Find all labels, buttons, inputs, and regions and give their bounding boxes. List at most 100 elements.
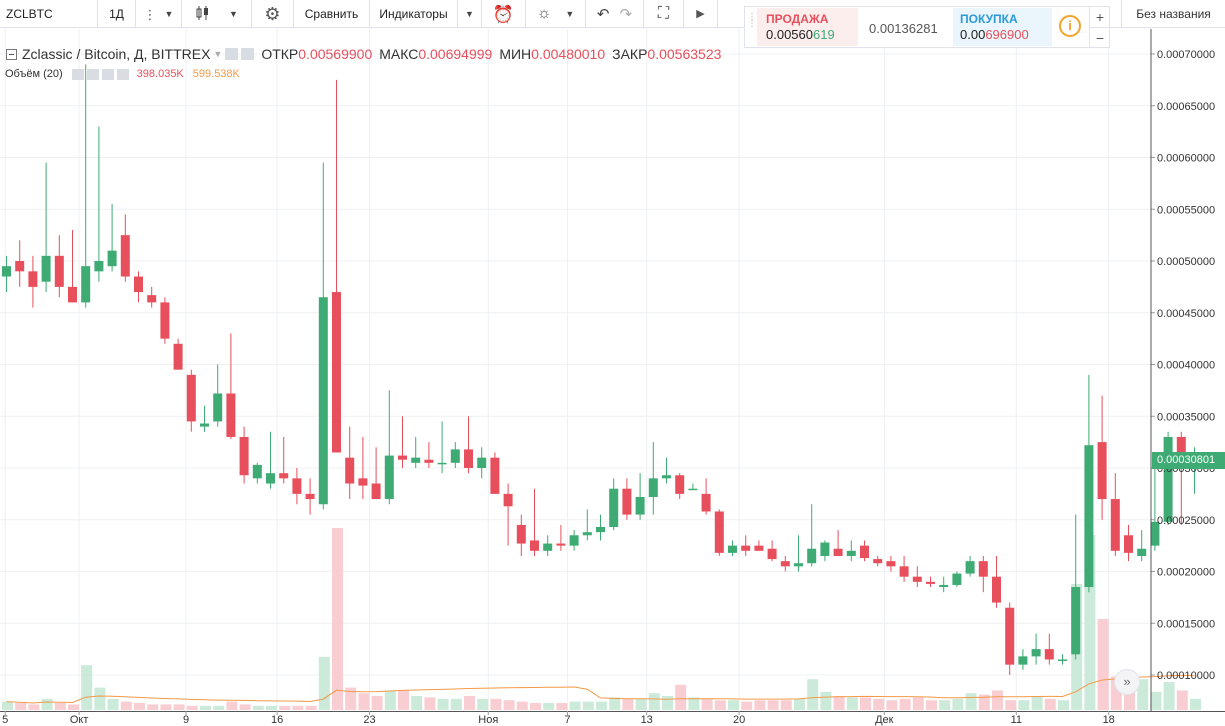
- time-tick-label: 5: [2, 714, 8, 726]
- chevron-down-icon: ▼: [164, 8, 174, 19]
- symbol-label: ZCLBTC: [6, 7, 53, 21]
- candle-body: [688, 488, 698, 491]
- volume-bar: [860, 697, 871, 710]
- eye-icon[interactable]: [225, 48, 239, 60]
- price-tick-label: 0.00070000: [1157, 49, 1215, 61]
- interval-button[interactable]: 1Д: [98, 0, 136, 28]
- high-label: МАКС: [379, 46, 419, 62]
- candle-body: [886, 561, 896, 567]
- volume-bar: [1058, 700, 1069, 710]
- drag-handle-icon[interactable]: ⋮ ⋮: [747, 12, 757, 29]
- indicators-menu[interactable]: ▼: [458, 0, 482, 28]
- volume-bar: [662, 696, 673, 710]
- candle-body: [477, 457, 487, 468]
- fullscreen-button[interactable]: ⛶: [644, 0, 684, 28]
- volume-bar: [1044, 698, 1056, 710]
- replay-button[interactable]: ▶: [684, 0, 718, 28]
- volume-bar: [833, 696, 845, 710]
- indicators-label: Индикаторы: [379, 7, 448, 21]
- volume-bar: [15, 703, 27, 710]
- volume-bar: [516, 701, 528, 710]
- volume-bar: [741, 701, 753, 710]
- candle-body: [160, 302, 170, 339]
- chevron-down-icon[interactable]: ▼: [213, 48, 223, 59]
- alert-button[interactable]: ⏰: [482, 0, 526, 28]
- volume-bar: [134, 703, 145, 710]
- candle-body: [305, 493, 315, 500]
- price-axis: 0.00070000 0.00065000 0.00060000 0.00055000…: [1150, 29, 1215, 712]
- candle-body: [873, 559, 883, 564]
- settings-icon[interactable]: [241, 48, 255, 60]
- volume-bar: [965, 693, 977, 710]
- volume-bar: [939, 700, 951, 710]
- candle-body: [1058, 659, 1067, 661]
- chart-type-button[interactable]: ▼: [182, 0, 252, 28]
- compare-label: Сравнить: [304, 7, 359, 21]
- candle-body: [94, 261, 104, 272]
- zoom-out-button[interactable]: −: [1090, 27, 1110, 47]
- candle-body: [503, 493, 513, 507]
- eye-icon[interactable]: [71, 68, 84, 80]
- candle-body: [767, 548, 777, 560]
- candle-body: [173, 343, 183, 370]
- volume-bar: [635, 698, 647, 710]
- scroll-to-realtime-button[interactable]: »: [1114, 669, 1140, 695]
- info-icon[interactable]: i: [1059, 15, 1081, 37]
- candle-body: [622, 488, 632, 515]
- candle-body: [860, 545, 869, 559]
- volume-label: Объём (20): [5, 68, 63, 80]
- undo-icon[interactable]: ↶: [596, 5, 610, 23]
- candle-body: [68, 286, 77, 303]
- candles-icon: [195, 5, 211, 24]
- volume-bar: [213, 705, 225, 710]
- add-icon[interactable]: [101, 68, 114, 80]
- collapse-legend-icon[interactable]: [6, 48, 17, 60]
- time-tick-label: Ноя: [478, 714, 498, 726]
- volume-bar: [81, 665, 93, 710]
- candle-body: [530, 540, 539, 551]
- interval-menu[interactable]: ⋮ ▼: [136, 0, 182, 28]
- volume-bar: [807, 679, 819, 710]
- sell-price: 0.00560619: [766, 27, 835, 42]
- volume-bar: [28, 704, 40, 710]
- volume-bar: [424, 697, 436, 710]
- volume-bar: [200, 705, 211, 710]
- candle-body: [15, 261, 25, 272]
- price-chart[interactable]: 0.00070000 0.00065000 0.00060000 0.00055000…: [0, 29, 1225, 726]
- price-tick-label: 0.00010000: [1157, 670, 1215, 682]
- zoom-in-button[interactable]: +: [1095, 9, 1105, 25]
- layout-name-button[interactable]: Без названия: [1121, 0, 1225, 28]
- candle-body: [1071, 587, 1081, 655]
- price-tick-label: 0.00015000: [1157, 618, 1215, 630]
- symbol-search[interactable]: ZCLBTC: [0, 0, 98, 28]
- candle-body: [41, 255, 51, 282]
- volume-bar: [846, 697, 858, 710]
- candle-body: [543, 543, 553, 551]
- price-tick-label: 0.00045000: [1157, 308, 1215, 320]
- candles: [2, 64, 1199, 675]
- candle-body: [186, 374, 196, 422]
- low-label: МИН: [499, 46, 532, 62]
- volume-bar: [345, 687, 357, 710]
- compare-button[interactable]: Сравнить: [294, 0, 370, 28]
- sell-button[interactable]: ПРОДАЖА 0.00560619: [757, 8, 858, 46]
- candle-body: [450, 449, 460, 463]
- candle-body: [1124, 535, 1133, 553]
- indicators-button[interactable]: Индикаторы: [370, 0, 458, 28]
- settings-button[interactable]: ⚙: [252, 0, 294, 28]
- chart-area[interactable]: 0.00070000 0.00065000 0.00060000 0.00055000…: [0, 29, 1225, 726]
- close-value: 0.00563523: [647, 46, 722, 62]
- volume-bar: [543, 703, 555, 710]
- buy-button[interactable]: ПОКУПКА 0.00696900: [953, 8, 1052, 46]
- chevron-down-icon: ▼: [465, 8, 474, 19]
- theme-button[interactable]: ☼ ▼: [526, 0, 586, 28]
- alarm-clock-icon: ⏰: [492, 4, 515, 24]
- close-icon[interactable]: [116, 68, 129, 80]
- last-price-label: 0.00030801: [1152, 452, 1225, 469]
- redo-icon[interactable]: ↷: [619, 5, 633, 23]
- open-value: 0.00569900: [298, 46, 373, 62]
- candle-body: [1163, 436, 1173, 522]
- volume-bar: [332, 528, 343, 710]
- series-legend: Zclassic / Bitcoin, Д, BITTREX ▼ ОТКР 0.…: [6, 45, 721, 63]
- settings-icon[interactable]: [86, 68, 99, 80]
